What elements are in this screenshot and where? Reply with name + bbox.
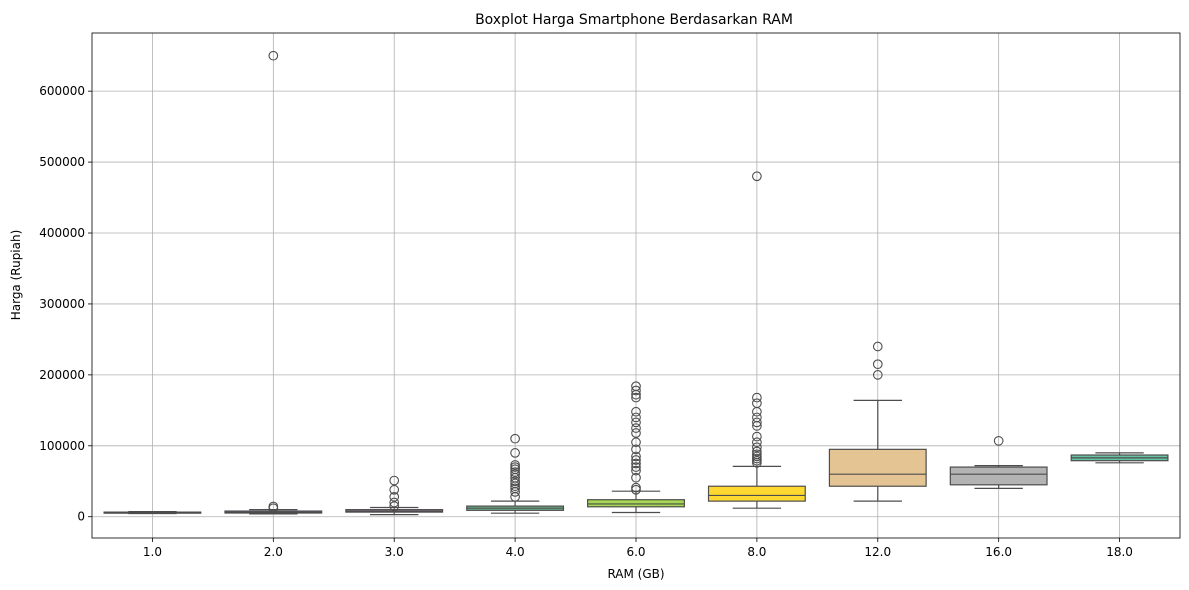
x-tick-label: 16.0 <box>985 545 1012 559</box>
plot-area-frame <box>91 32 1181 539</box>
outlier-point <box>631 482 641 493</box>
outlier-point <box>631 428 641 438</box>
x-tick-label: 3.0 <box>385 545 404 559</box>
outlier-point <box>631 406 641 417</box>
outlier-point <box>752 446 762 457</box>
chart-title: Boxplot Harga Smartphone Berdasarkan RAM <box>475 12 793 28</box>
outlier-point <box>631 412 641 423</box>
y-tick-label: 600000 <box>39 84 85 98</box>
iqr-box <box>587 499 685 508</box>
outlier-point <box>631 472 641 483</box>
x-tick-label: 18.0 <box>1106 545 1133 559</box>
y-tick-label: 500000 <box>39 155 85 169</box>
outlier-point <box>752 437 762 448</box>
box-2.0 <box>224 50 323 515</box>
outlier-point <box>752 449 762 460</box>
y-tick-label: 200000 <box>39 368 85 382</box>
outlier-point <box>631 385 641 396</box>
box-12.0 <box>828 341 927 502</box>
box-18.0 <box>1070 452 1169 464</box>
outlier-point <box>872 341 883 352</box>
outlier-point <box>631 444 641 455</box>
box-6.0 <box>587 381 685 514</box>
y-tick-label: 300000 <box>39 297 85 311</box>
outlier-point <box>631 462 641 472</box>
outlier-point <box>752 412 762 423</box>
outlier-point <box>389 484 400 495</box>
box-8.0 <box>707 171 806 509</box>
outlier-point <box>631 458 641 469</box>
outlier-point <box>752 392 762 403</box>
box-16.0 <box>949 435 1048 489</box>
outlier-point <box>510 476 520 487</box>
outlier-point <box>752 431 762 442</box>
y-tick-label: 0 <box>77 510 85 524</box>
outlier-point <box>631 392 641 403</box>
outlier-point <box>510 460 520 470</box>
iqr-box <box>828 448 927 487</box>
x-tick-label: 2.0 <box>264 545 283 559</box>
x-axis-label: RAM (GB) <box>607 567 664 581</box>
box-4.0 <box>466 433 565 514</box>
outlier-point <box>631 465 641 476</box>
outlier-point <box>631 423 641 433</box>
outlier-point <box>631 455 641 465</box>
outlier-point <box>268 50 279 61</box>
x-tick-label: 8.0 <box>747 545 766 559</box>
outlier-point <box>389 475 400 486</box>
outlier-point <box>510 467 520 477</box>
y-axis-label: Harga (Rupiah) <box>9 230 23 321</box>
x-tick-label: 4.0 <box>506 545 525 559</box>
outlier-point <box>389 497 400 508</box>
outlier-point <box>752 171 762 182</box>
x-tick-label: 6.0 <box>626 545 645 559</box>
outlier-point <box>389 492 400 502</box>
outlier-point <box>631 417 641 428</box>
box-3.0 <box>345 475 444 516</box>
outlier-point <box>510 433 520 444</box>
outlier-point <box>389 501 400 511</box>
outlier-point <box>631 437 641 448</box>
axis-ticks: 0 100000 200000 300000 400000 500000 600000 1.0… <box>39 84 1133 559</box>
outlier-point <box>872 370 883 380</box>
outlier-point <box>993 435 1004 446</box>
outlier-point <box>752 417 762 428</box>
iqr-box <box>707 485 806 502</box>
x-tick-label: 12.0 <box>864 545 891 559</box>
outlier-point <box>268 501 279 512</box>
y-tick-label: 400000 <box>39 226 85 240</box>
outlier-point <box>510 448 520 458</box>
iqr-box <box>949 466 1048 486</box>
box-1.0 <box>103 511 202 515</box>
outlier-point <box>752 442 762 453</box>
y-tick-label: 100000 <box>39 439 85 453</box>
outlier-point <box>631 381 641 392</box>
box-series <box>103 50 1169 516</box>
outlier-point <box>631 451 641 462</box>
outlier-point <box>872 359 883 370</box>
outlier-point <box>752 398 762 409</box>
x-tick-label: 1.0 <box>143 545 162 559</box>
